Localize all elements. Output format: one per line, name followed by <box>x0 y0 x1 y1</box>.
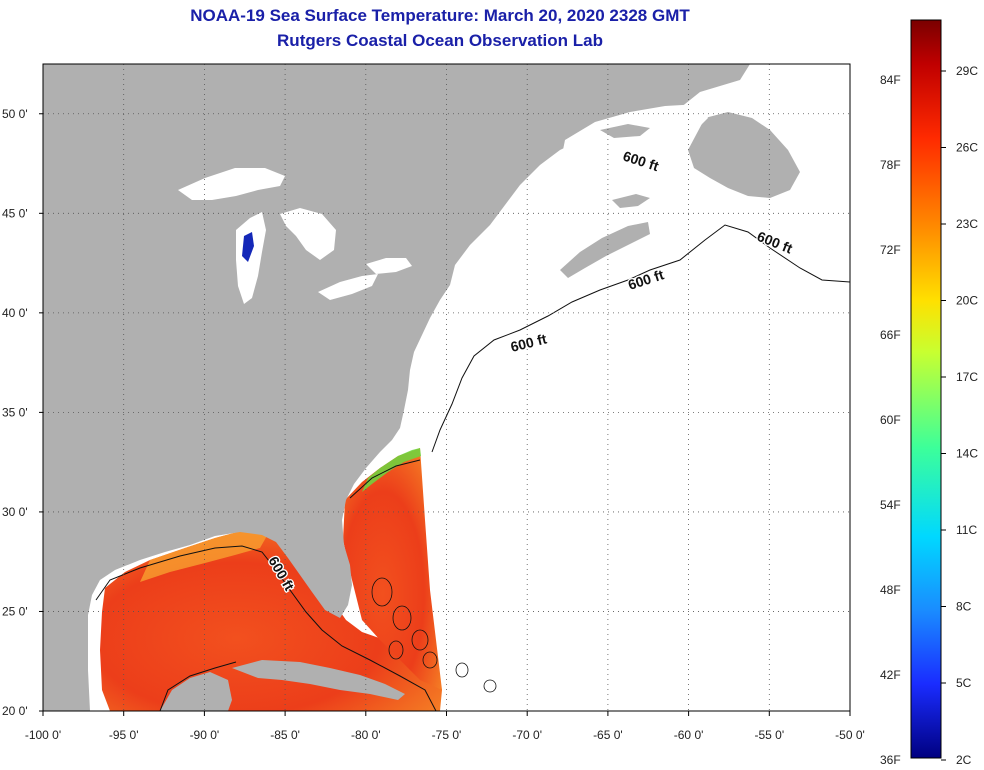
colorbar-c-label: 29C <box>956 64 978 78</box>
sst-cool-coastal-band <box>362 448 421 492</box>
lon-tick-label: -50 0' <box>835 728 865 742</box>
lake-superior <box>178 168 285 200</box>
colorbar-c-label: 20C <box>956 294 978 308</box>
lake-michigan-cold-spot <box>242 232 254 262</box>
colorbar-c-label: 23C <box>956 217 978 231</box>
sst-warm-gulf-shelf <box>140 530 268 582</box>
lat-tick-label: 25 0' <box>2 604 28 618</box>
longitude-axis: -100 0' -95 0' -90 0' -85 0' -80 0' -75 0' -70… <box>25 711 865 742</box>
lon-tick-label: -75 0' <box>432 728 462 742</box>
colorbar-c-label: 8C <box>956 600 972 614</box>
contour-600ft-atlantic <box>431 224 850 453</box>
map-subtitle: Rutgers Coastal Ocean Observation Lab <box>277 31 603 50</box>
bahamas-islands <box>371 577 497 693</box>
lon-tick-label: -85 0' <box>270 728 300 742</box>
colorbar-c-label: 2C <box>956 753 972 767</box>
colorbar-f-label: 60F <box>880 413 901 427</box>
gulf-of-st-lawrence <box>548 104 708 232</box>
lon-tick-label: -60 0' <box>674 728 704 742</box>
lat-tick-label: 35 0' <box>2 405 28 419</box>
colorbar-c-label: 5C <box>956 676 972 690</box>
north-america-landmass <box>43 64 750 711</box>
contour-600ft-caribbean <box>159 661 237 711</box>
colorbar-f-label: 78F <box>880 158 901 172</box>
cuba-landmass <box>232 660 405 700</box>
lat-tick-label: 30 0' <box>2 505 28 519</box>
lake-huron <box>280 208 336 260</box>
colorbar-c-label: 26C <box>956 141 978 155</box>
lat-tick-label: 45 0' <box>2 206 28 220</box>
colorbar-f-label: 84F <box>880 73 901 87</box>
colorbar-c-label: 14C <box>956 447 978 461</box>
lon-tick-label: -100 0' <box>25 728 61 742</box>
lon-tick-label: -90 0' <box>190 728 220 742</box>
lake-ontario <box>366 258 412 274</box>
nova-scotia-landmass <box>560 222 650 278</box>
sst-atlantic-strip <box>343 448 442 690</box>
colorbar-f-label: 72F <box>880 243 901 257</box>
lon-tick-label: -55 0' <box>754 728 784 742</box>
lon-tick-label: -80 0' <box>351 728 381 742</box>
lon-tick-label: -70 0' <box>512 728 542 742</box>
colorbar <box>910 19 942 759</box>
anticosti-island <box>600 124 650 138</box>
pei-island <box>612 194 650 208</box>
colorbar-c-label: 11C <box>956 523 977 537</box>
colorbar-f-label: 36F <box>880 753 901 767</box>
latitude-axis: 20 0' 25 0' 30 0' 35 0' 40 0' 45 0' 50 0' <box>2 107 43 718</box>
lat-tick-label: 40 0' <box>2 306 28 320</box>
map-title: NOAA-19 Sea Surface Temperature: March 2… <box>190 6 690 25</box>
lake-michigan <box>236 212 266 304</box>
colorbar-fahrenheit-labels: 84F 78F 72F 66F 60F 54F 48F 42F 36F <box>880 73 901 767</box>
lat-tick-label: 50 0' <box>2 107 28 121</box>
lon-tick-label: -95 0' <box>109 728 139 742</box>
colorbar-f-label: 42F <box>880 668 901 682</box>
colorbar-f-label: 54F <box>880 498 901 512</box>
yucatan-landmass <box>160 672 232 711</box>
colorbar-f-label: 66F <box>880 328 901 342</box>
colorbar-f-label: 48F <box>880 583 901 597</box>
colorbar-c-label: 17C <box>956 370 978 384</box>
lon-tick-label: -65 0' <box>593 728 623 742</box>
contour-600ft-shelf <box>349 459 421 499</box>
lat-tick-label: 20 0' <box>2 704 28 718</box>
lake-erie <box>318 274 378 300</box>
newfoundland-landmass <box>688 112 800 198</box>
contour-600ft-gulf <box>95 545 437 711</box>
sst-gulf-of-mexico <box>100 530 442 711</box>
colorbar-celsius-labels: 29C 26C 23C 20C 17C 14C 11C 8C 5C 2C <box>941 64 978 767</box>
